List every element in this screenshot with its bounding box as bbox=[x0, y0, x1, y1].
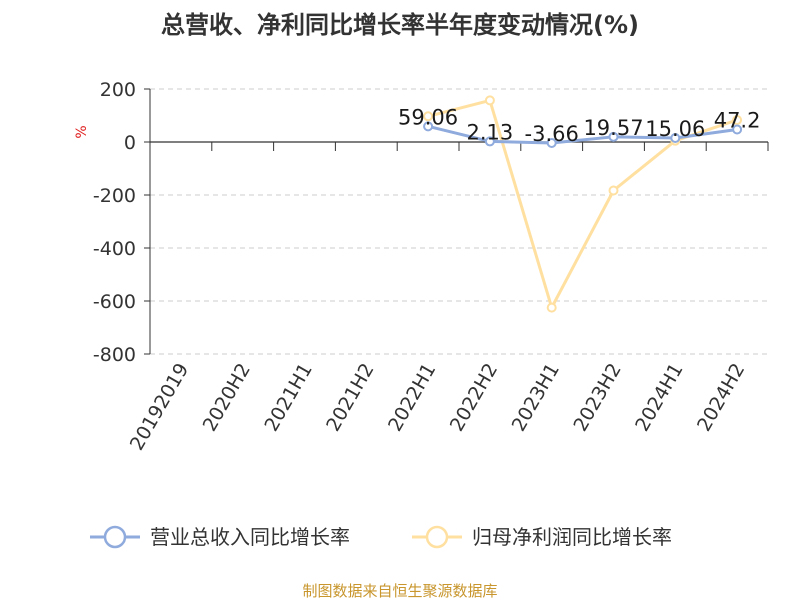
y-axis-unit: % bbox=[74, 125, 90, 138]
x-tick-label: 2023H2 bbox=[569, 360, 625, 436]
x-tick-label: 2021H2 bbox=[322, 360, 378, 436]
data-label: -3.66 bbox=[525, 122, 579, 146]
x-tick-label: 2023H1 bbox=[508, 360, 564, 436]
y-tick-label: -800 bbox=[93, 344, 136, 366]
grid-lines bbox=[150, 88, 768, 355]
data-label: 19.57 bbox=[583, 116, 643, 140]
series-lines bbox=[423, 95, 743, 313]
y-tick-label: -200 bbox=[93, 185, 136, 207]
y-tick-label: 200 bbox=[100, 79, 136, 101]
data-point bbox=[546, 137, 557, 148]
legend-label: 营业总收入同比增长率 bbox=[150, 525, 350, 549]
data-source-note: 制图数据来自恒生聚源数据库 bbox=[302, 582, 497, 600]
y-tick-label: 0 bbox=[124, 132, 136, 154]
data-point bbox=[608, 131, 619, 142]
data-point bbox=[484, 95, 495, 106]
data-label: 15.06 bbox=[645, 117, 705, 141]
x-tick-label: 2022H2 bbox=[446, 360, 502, 436]
x-tick-label: 2024H1 bbox=[631, 360, 687, 436]
data-label: 47.2 bbox=[714, 108, 761, 132]
data-point bbox=[670, 133, 681, 144]
x-tick-label: 20192019 bbox=[126, 360, 193, 455]
y-tick-label: -400 bbox=[93, 238, 136, 260]
data-point bbox=[732, 124, 743, 135]
data-label: 59.06 bbox=[398, 105, 458, 129]
x-tick-label: 2024H2 bbox=[693, 360, 749, 436]
data-labels: 59.06 2.13 -3.66 19.57 15.06 47.2 bbox=[398, 105, 760, 146]
data-point bbox=[484, 136, 495, 147]
data-point bbox=[423, 111, 434, 122]
data-point bbox=[423, 121, 434, 132]
y-tick-label: -600 bbox=[93, 291, 136, 313]
legend: 营业总收入同比增长率 归母净利润同比增长率 bbox=[90, 525, 672, 549]
chart-title: 总营收、净利同比增长率半年度变动情况(%) bbox=[161, 11, 639, 39]
data-point bbox=[546, 302, 557, 313]
data-point bbox=[732, 115, 743, 126]
series-line bbox=[427, 124, 738, 145]
legend-marker bbox=[103, 525, 127, 549]
x-tick-label: 2020H2 bbox=[199, 360, 255, 436]
data-label: 2.13 bbox=[467, 120, 514, 144]
x-tick-label: 2021H1 bbox=[260, 360, 316, 436]
legend-label: 归母净利润同比增长率 bbox=[472, 525, 672, 549]
data-point bbox=[608, 185, 619, 196]
legend-marker bbox=[425, 525, 449, 549]
x-tick-label: 2022H1 bbox=[384, 360, 440, 436]
